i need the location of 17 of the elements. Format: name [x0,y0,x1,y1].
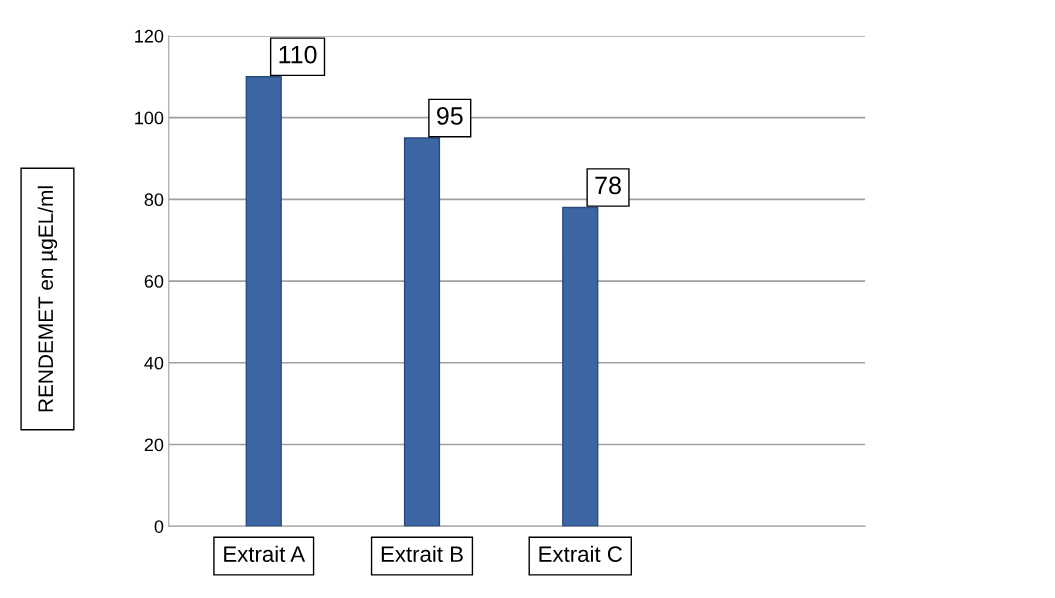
data-label: 78 [595,176,621,195]
bar [403,137,441,527]
x-tick-label: Extrait B [381,545,463,563]
y-axis-title: RENDEMET en µgEL/ml [37,186,58,412]
data-label: 110 [279,45,317,64]
y-tick-label: 60 [144,274,164,288]
data-label: 95 [437,107,463,125]
y-tick-label: 100 [135,111,164,125]
y-tick-label: 40 [144,356,164,370]
y-tick-label: 0 [154,520,164,533]
y-tick-label: 120 [135,29,164,43]
y-tick-label: 80 [144,193,164,207]
y-tick-label: 20 [144,438,164,452]
x-tick-label: Extrait C [539,545,622,563]
bar [562,206,599,527]
bar [245,76,282,527]
x-tick-label: Extrait A [224,545,306,563]
